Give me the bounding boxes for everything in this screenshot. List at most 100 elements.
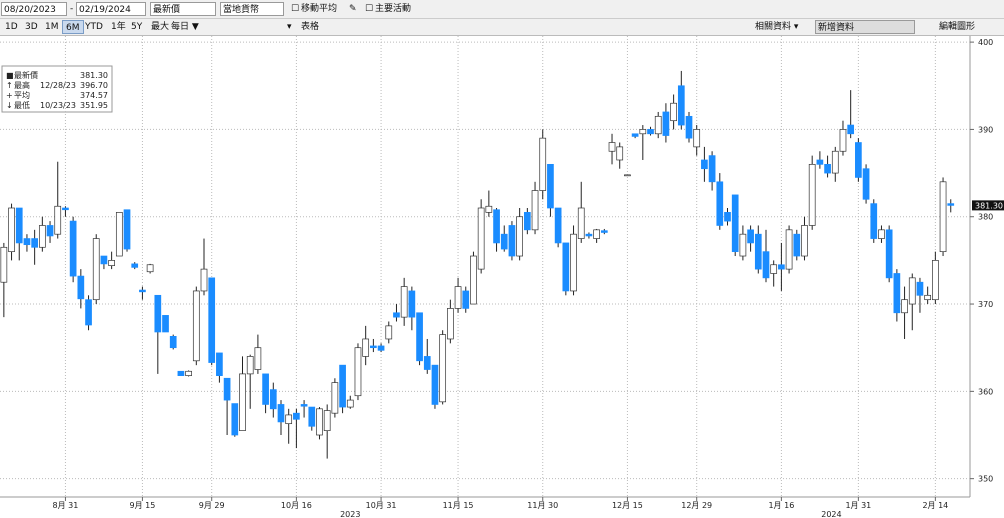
y-tick-label: 380: [978, 213, 993, 222]
candle-body: [639, 129, 647, 135]
candle-body: [916, 281, 924, 296]
candle-body: [932, 260, 939, 301]
candle-body: [162, 315, 169, 333]
candle-body: [831, 150, 839, 174]
candle-body: [708, 155, 716, 183]
candle-body: [308, 406, 316, 427]
moving-average[interactable]: 移動平均: [301, 4, 338, 14]
range-button[interactable]: 5Y: [131, 22, 143, 32]
legend-label: 最高: [14, 80, 30, 90]
related-data[interactable]: 相關資料 ▾: [755, 22, 799, 32]
range-button[interactable]: 6M: [62, 20, 84, 34]
candle-body: [223, 377, 231, 401]
candle-body: [339, 364, 346, 408]
x-tick-label: 1月 16: [768, 501, 794, 510]
candle-body: [262, 373, 269, 405]
year-label: 2024: [821, 510, 841, 518]
candle-body: [385, 325, 393, 340]
candle-body: [785, 229, 793, 270]
candle-body: [839, 129, 847, 152]
table-button[interactable]: 表格: [301, 22, 320, 32]
candle-body: [139, 289, 146, 293]
candle-body: [855, 142, 862, 178]
checkbox-box[interactable]: ☐: [365, 4, 374, 14]
legend-box: [1, 65, 113, 113]
candle-body: [462, 290, 470, 309]
candle-body: [177, 370, 185, 376]
candle-body: [731, 194, 739, 253]
candle-body: [878, 229, 885, 239]
range-button[interactable]: 最大: [151, 22, 170, 32]
legend-label: 最低: [14, 100, 30, 110]
candle-body: [408, 290, 416, 318]
candle-body: [493, 209, 500, 244]
end-date[interactable]: 02/19/2024: [76, 2, 146, 16]
candle-body: [670, 102, 677, 122]
candle-body: [523, 212, 531, 231]
x-tick-label: 11月 15: [443, 501, 474, 510]
candle-body: [600, 230, 608, 233]
range-button[interactable]: 1D: [5, 22, 18, 32]
y-tick-label: 350: [978, 475, 993, 484]
toolbar-ranges: ▾ 表格 相關資料 ▾ 新增資料 編輯圖形 1D 3D 1M 6M YTD 1年 5Y 最大每…: [0, 19, 1004, 36]
candle-body: [793, 233, 801, 257]
candle-body: [662, 111, 670, 136]
candle-body: [362, 338, 370, 357]
period-select[interactable]: 每日 ▼: [171, 22, 199, 32]
checkbox-box[interactable]: ☐: [291, 4, 300, 14]
candle-body: [447, 308, 454, 340]
candle-body: [54, 205, 62, 235]
candle-body: [539, 137, 547, 191]
start-date[interactable]: 08/20/2023: [1, 2, 67, 16]
candle-body: [685, 115, 693, 139]
candle-body: [85, 299, 92, 326]
x-tick-label: 10月 31: [366, 501, 397, 510]
x-tick-label: 11月 30: [527, 501, 558, 510]
x-tick-label: 1月 31: [845, 501, 871, 510]
candle-body: [531, 190, 539, 231]
x-tick-label: 12月 29: [681, 501, 712, 510]
candle-body: [416, 312, 423, 362]
price-field[interactable]: 最新價: [150, 2, 216, 16]
pencil-icon[interactable]: ✎: [349, 4, 357, 14]
y-tick-label: 370: [978, 300, 993, 309]
candle-body: [377, 345, 385, 351]
candle-body: [770, 264, 778, 274]
candle-body: [431, 364, 439, 405]
legend-label: 平均: [14, 90, 30, 100]
add-data[interactable]: 新增資料: [815, 20, 915, 34]
candle-body: [947, 203, 955, 206]
candle-body: [631, 133, 639, 137]
currency[interactable]: 當地貨幣: [220, 2, 284, 16]
candle-body: [323, 410, 331, 431]
candle-body: [269, 389, 277, 410]
range-button[interactable]: 1M: [45, 22, 59, 32]
range-button[interactable]: YTD: [85, 22, 103, 32]
legend-icon: ■: [6, 71, 14, 80]
candle-body: [254, 347, 262, 370]
candle-body: [701, 159, 708, 170]
legend-value: 381.30: [80, 71, 108, 80]
edit-chart[interactable]: 編輯圖形: [939, 22, 976, 32]
candle-body: [115, 212, 123, 257]
candle-body: [8, 207, 15, 253]
candle-body: [100, 255, 108, 265]
candle-body: [593, 229, 600, 239]
candle-body: [762, 251, 770, 279]
candle-body: [847, 124, 855, 135]
range-button[interactable]: 3D: [25, 22, 38, 32]
candle-body: [778, 264, 785, 270]
candle-body: [62, 207, 69, 211]
candle-body: [585, 233, 593, 237]
candle-body: [693, 129, 701, 148]
legend-value: 351.95: [80, 101, 108, 110]
candle-body: [724, 212, 731, 222]
legend-icon: +: [6, 91, 13, 100]
range-button[interactable]: 1年: [111, 22, 126, 32]
key-events[interactable]: 主要活動: [375, 4, 412, 14]
x-tick-label: 8月 31: [53, 501, 79, 510]
candle-body: [554, 207, 562, 244]
separator: -: [70, 4, 74, 14]
candle-body: [439, 334, 447, 403]
